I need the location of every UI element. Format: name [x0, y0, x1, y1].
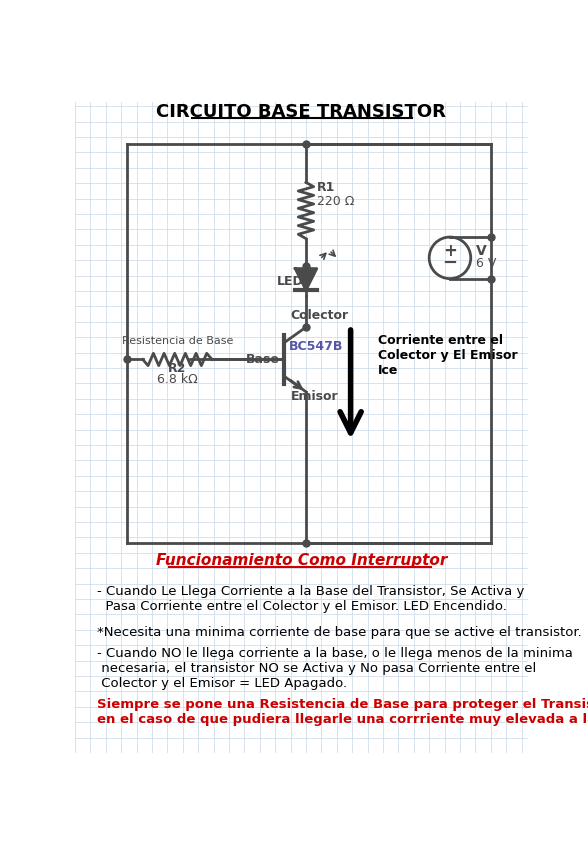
Text: Colector: Colector [290, 310, 349, 322]
Text: LED: LED [277, 275, 303, 288]
Text: −: − [442, 254, 457, 272]
Text: Siempre se pone una Resistencia de Base para proteger el Transistor
en el caso d: Siempre se pone una Resistencia de Base … [96, 698, 588, 726]
Text: Resistencia de Base: Resistencia de Base [122, 336, 233, 346]
Text: - Cuando NO le llega corriente a la base, o le llega menos de la minima
 necesar: - Cuando NO le llega corriente a la base… [96, 646, 572, 689]
Text: +: + [443, 242, 457, 260]
Text: 220 Ω: 220 Ω [317, 195, 354, 208]
Text: Base: Base [246, 354, 280, 366]
Text: Emisor: Emisor [290, 390, 338, 404]
Text: BC547B: BC547B [289, 340, 343, 354]
Text: CIRCUITO BASE TRANSISTOR: CIRCUITO BASE TRANSISTOR [156, 103, 446, 121]
Polygon shape [295, 269, 317, 290]
Text: Corriente entre el
Colector y El Emisor
Ice: Corriente entre el Colector y El Emisor … [377, 334, 517, 377]
Text: R1: R1 [317, 181, 335, 195]
Text: V: V [476, 244, 487, 258]
Text: 6.8 kΩ: 6.8 kΩ [157, 372, 198, 386]
Text: Funcionamiento Como Interruptor: Funcionamiento Como Interruptor [156, 553, 447, 568]
Text: 6 V: 6 V [476, 257, 496, 271]
Text: *Necesita una minima corriente de base para que se active el transistor.: *Necesita una minima corriente de base p… [96, 626, 582, 639]
Text: - Cuando Le Llega Corriente a la Base del Transistor, Se Activa y
  Pasa Corrien: - Cuando Le Llega Corriente a la Base de… [96, 585, 524, 613]
Text: R2: R2 [168, 362, 186, 375]
